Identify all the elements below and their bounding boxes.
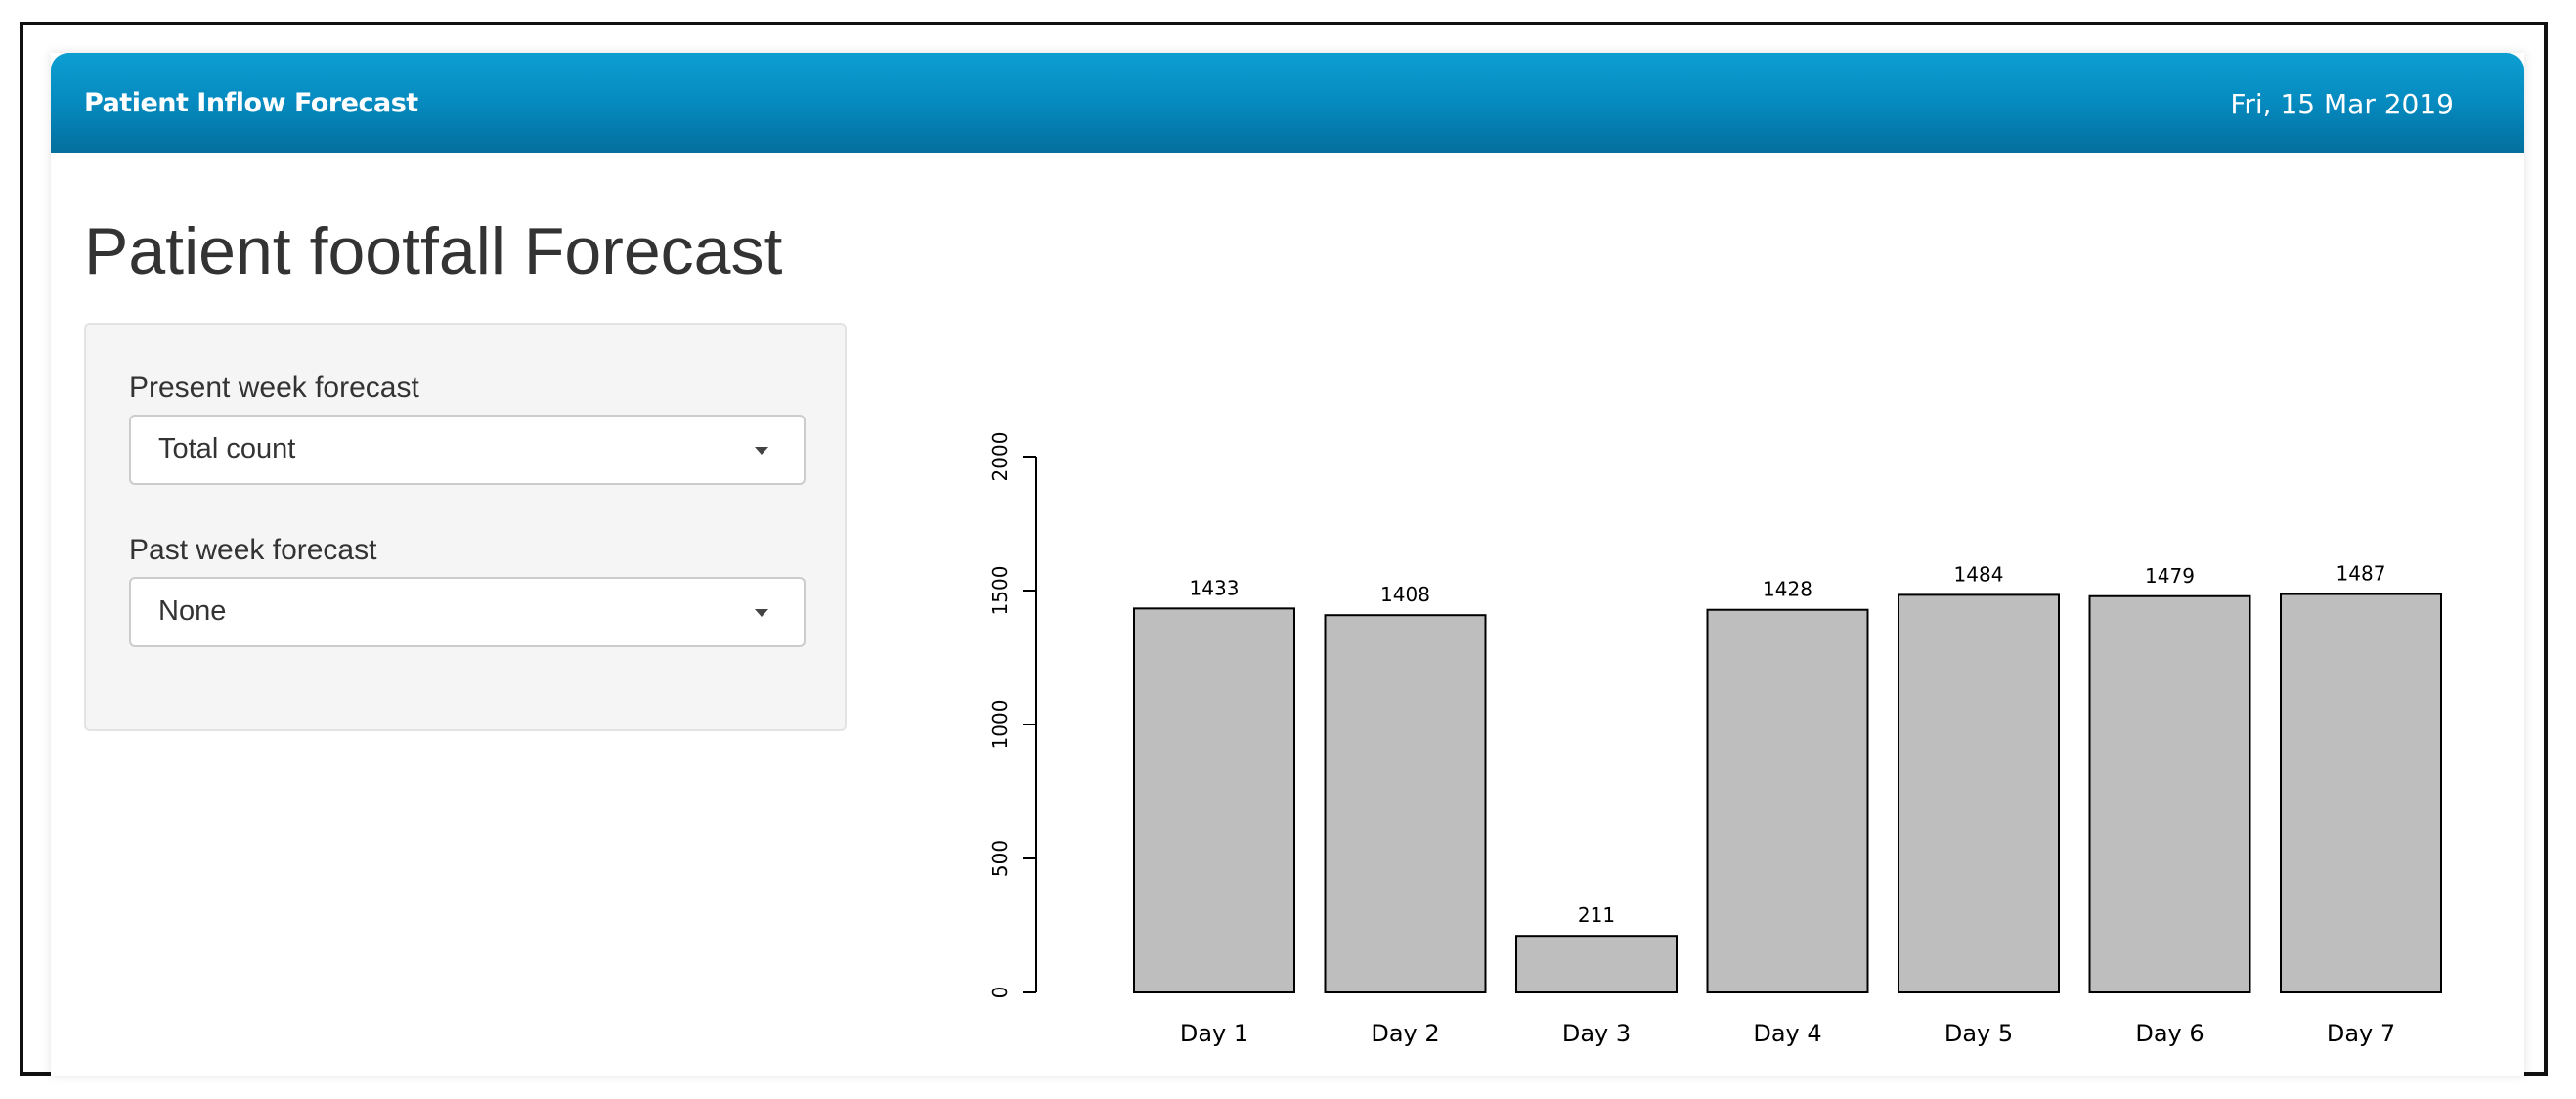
app-title: Patient Inflow Forecast	[84, 88, 418, 118]
y-tick-label: 2000	[988, 432, 1012, 482]
screenshot-frame: Patient Inflow Forecast Fri, 15 Mar 2019…	[20, 22, 2548, 1076]
header-bar: Patient Inflow Forecast Fri, 15 Mar 2019	[51, 53, 2524, 153]
present-week-select[interactable]: Total count	[129, 415, 806, 485]
bar-value-label: 1433	[1190, 576, 1240, 599]
bar	[1324, 614, 1487, 993]
y-tick-label: 1500	[988, 566, 1012, 616]
header-date: Fri, 15 Mar 2019	[2230, 88, 2454, 120]
y-tick-label: 500	[988, 840, 1012, 877]
bar	[1898, 593, 2060, 993]
page-title: Patient footfall Forecast	[84, 214, 783, 288]
bar	[1706, 608, 1869, 993]
x-category-label: Day 1	[1180, 1020, 1248, 1047]
x-category-label: Day 5	[1944, 1020, 2013, 1047]
x-category-label: Day 3	[1562, 1020, 1631, 1047]
bar-value-label: 211	[1578, 903, 1615, 927]
sidebar-panel: Present week forecast Total count Past w…	[84, 323, 847, 731]
bar-value-label: 1408	[1380, 583, 1430, 606]
bar	[1133, 607, 1295, 993]
forecast-bar-chart: 0 500 1000 1500 2000 1433 Day 1 1408 Day 2 211 Day…	[970, 405, 2475, 1070]
bar-value-label: 1484	[1954, 562, 2004, 586]
app-window: Patient Inflow Forecast Fri, 15 Mar 2019…	[51, 53, 2524, 1076]
caret-down-icon	[755, 609, 768, 617]
bar	[1515, 935, 1678, 993]
x-category-label: Day 7	[2327, 1020, 2395, 1047]
past-week-label: Past week forecast	[129, 534, 377, 566]
bar-value-label: 1479	[2145, 564, 2195, 588]
y-tick-label: 0	[988, 987, 1012, 999]
caret-down-icon	[755, 447, 768, 455]
present-week-selected-value: Total count	[158, 433, 296, 464]
y-tick-label: 1000	[988, 700, 1012, 750]
x-category-label: Day 4	[1753, 1020, 1821, 1047]
bar	[2280, 593, 2442, 993]
bar-value-label: 1487	[2336, 562, 2386, 586]
x-category-label: Day 2	[1371, 1020, 1439, 1047]
bar-chart-svg: 0 500 1000 1500 2000 1433 Day 1 1408 Day 2 211 Day…	[988, 432, 2442, 1047]
present-week-label: Present week forecast	[129, 372, 419, 404]
past-week-selected-value: None	[158, 595, 227, 627]
past-week-select[interactable]: None	[129, 577, 806, 647]
x-category-label: Day 6	[2135, 1020, 2204, 1047]
bar-value-label: 1428	[1763, 578, 1812, 601]
bar	[2088, 594, 2251, 993]
